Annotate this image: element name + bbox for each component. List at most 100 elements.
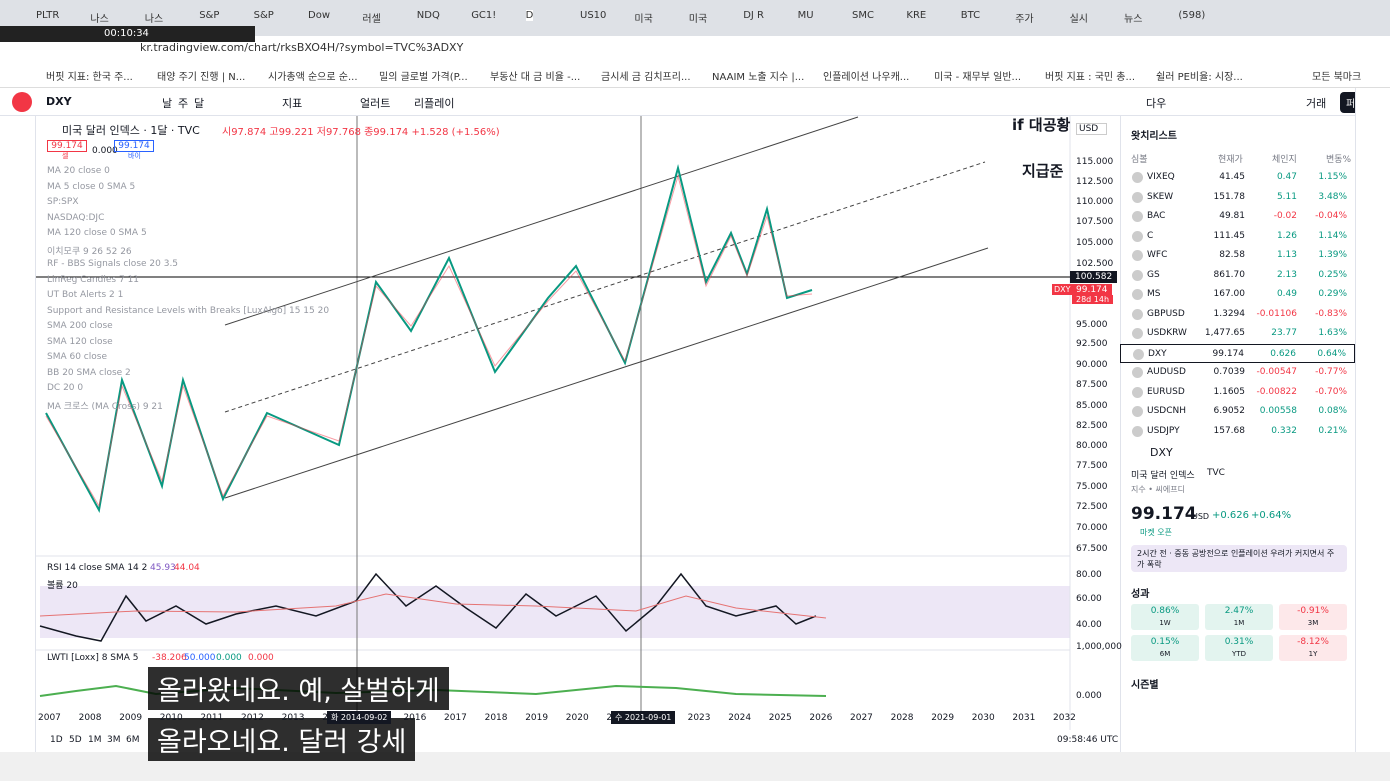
tab[interactable]: S&P — [199, 10, 220, 21]
lwti-label: LWTI [Loxx] 8 SMA 5 — [47, 653, 139, 663]
wl-row[interactable]: DXY 99.174 0.626 0.64% — [1120, 343, 1355, 363]
price-label: 102.500 — [1076, 259, 1113, 269]
wl-price: 49.81 — [1219, 211, 1245, 221]
sell: 99.174 — [47, 140, 87, 152]
tab[interactable]: MU — [797, 10, 814, 21]
tab[interactable]: 뉴스 — [1124, 14, 1143, 25]
wl-price: 82.58 — [1219, 250, 1245, 260]
tab[interactable]: 나스 — [144, 14, 164, 25]
wl-row[interactable]: USDKRW 1,477.65 23.77 1.63% — [1120, 324, 1355, 343]
bookmark[interactable]: 시가총액 순으로 순... — [268, 72, 358, 83]
wl-symbol: USDCNH — [1147, 406, 1187, 416]
wl-change: 0.332 — [1271, 425, 1297, 436]
tab[interactable]: Dow — [308, 10, 330, 21]
interval[interactable]: 날 — [162, 97, 173, 110]
wl-row[interactable]: GBPUSD 1.3294 -0.01106 -0.83% — [1120, 305, 1355, 324]
tab[interactable]: KRE — [906, 10, 927, 21]
perf-period: 1W — [1159, 619, 1171, 627]
url[interactable]: kr.tradingview.com/chart/rksBXO4H/?symbo… — [140, 41, 464, 54]
wl-change: 0.21% — [1318, 425, 1347, 436]
wl-row[interactable]: USDJPY 157.68 0.332 0.21% — [1120, 422, 1355, 441]
all-bookmarks[interactable]: 모든 북마크 — [1312, 72, 1362, 83]
wl-row[interactable]: BAC 49.81 -0.02 -0.04% — [1120, 207, 1355, 226]
range[interactable]: 3M — [107, 735, 121, 745]
price-label: 80.000 — [1076, 441, 1108, 451]
detail-change: +0.626 — [1212, 510, 1250, 521]
wl-price: 1,477.65 — [1204, 328, 1245, 338]
wl-row[interactable]: GS 861.70 2.13 0.25% — [1120, 266, 1355, 285]
tab[interactable]: 러셀 — [362, 14, 381, 25]
tab[interactable]: US10 — [580, 10, 607, 21]
tab[interactable]: SMC — [852, 10, 874, 21]
layout[interactable]: 다우 — [1146, 97, 1167, 110]
indicators[interactable]: 지표 — [282, 97, 303, 110]
range[interactable]: 1D — [50, 735, 63, 745]
tab[interactable]: BTC — [960, 10, 981, 21]
alert[interactable]: 얼러트 — [360, 97, 391, 110]
symbol[interactable]: DXY — [46, 95, 72, 108]
wl-row[interactable]: C 111.45 1.26 1.14% — [1120, 227, 1355, 246]
range[interactable]: 5D — [69, 735, 82, 745]
wl-row[interactable]: USDCNH 6.9052 0.00558 0.08% — [1120, 402, 1355, 421]
wl-change: 1.15% — [1318, 172, 1347, 182]
tab[interactable]: 미국 — [688, 14, 708, 25]
bookmark[interactable]: 인플레이션 나우캐... — [823, 72, 910, 83]
wl-change: -0.02 — [1273, 211, 1297, 221]
tab[interactable]: DJ R — [743, 10, 764, 21]
tab[interactable]: PLTR — [36, 10, 60, 21]
bookmark[interactable]: 버핏 지표 : 국민 총... — [1045, 72, 1136, 83]
wl-row[interactable]: EURUSD 1.1605 -0.00822 -0.70% — [1120, 383, 1355, 402]
detail-currency: USD — [1192, 512, 1210, 521]
recorder-time: 00:10:34 — [104, 28, 149, 39]
replay[interactable]: 리플레이 — [414, 97, 455, 110]
range[interactable]: 1M — [88, 735, 102, 745]
perf-box: -8.12% 1Y — [1279, 635, 1347, 661]
wl-icon — [1132, 269, 1143, 281]
range[interactable]: 6M — [126, 735, 140, 745]
tab[interactable]: 나스 — [90, 14, 109, 25]
bookmark[interactable]: NAAIM 노출 지수 |... — [712, 72, 805, 83]
wl-change: 0.29% — [1318, 289, 1347, 299]
tab[interactable]: 실시 — [1069, 14, 1088, 25]
tab[interactable]: 미국 — [634, 14, 653, 25]
seasonal-title: 시즌별 — [1131, 680, 1159, 691]
wl-row[interactable]: MS 167.00 0.49 0.29% — [1120, 285, 1355, 304]
bookmark[interactable]: 버핏 지표: 한국 주... — [46, 72, 133, 83]
year-label: 2007 — [38, 713, 61, 723]
wl-row[interactable]: SKEW 151.78 5.11 3.48% — [1120, 188, 1355, 207]
tag-symbol: DXY — [1052, 284, 1073, 295]
wl-row[interactable]: VIXEQ 41.45 0.47 1.15% — [1120, 168, 1355, 187]
tab[interactable]: S&P — [253, 10, 274, 21]
bookmark[interactable]: 쉴러 PE비율: 시장... — [1156, 72, 1243, 83]
indicator: SP:SPX — [47, 197, 79, 207]
wl-row[interactable]: WFC 82.58 1.13 1.39% — [1120, 246, 1355, 265]
wl-row[interactable]: AUDUSD 0.7039 -0.00547 -0.77% — [1120, 363, 1355, 382]
lwti-value: -38.206 — [152, 653, 187, 663]
watchlist-title[interactable]: 왓치리스트 — [1131, 131, 1177, 142]
bookmark[interactable]: 밀의 글로벌 가격(P... — [379, 72, 468, 83]
bookmark[interactable]: 부동산 대 금 비율 -... — [490, 72, 581, 83]
year-label: 2027 — [850, 713, 873, 723]
tab[interactable]: D — [525, 10, 534, 21]
tab[interactable]: (598) — [1178, 10, 1206, 21]
detail-news[interactable]: 2시간 전 · 중동 공방전으로 인플레이션 우려가 커지면서 주가 폭락 — [1131, 545, 1347, 572]
year-label: 2010 — [159, 713, 183, 723]
volume-axis: 1,000,000 — [1076, 642, 1122, 652]
interval[interactable]: 주 — [178, 97, 189, 110]
interval[interactable]: 달 — [194, 97, 205, 110]
bookmark[interactable]: 금시세 금 김치프리... — [601, 72, 691, 83]
tab[interactable]: GC1! — [471, 10, 497, 21]
detail-name: 미국 달러 인덱스 — [1131, 471, 1195, 481]
price-label: 90.000 — [1076, 360, 1108, 370]
bookmark[interactable]: 태양 주기 진행 | N... — [157, 72, 246, 83]
channel-mid — [224, 161, 986, 413]
wl-icon — [1132, 367, 1143, 378]
bookmark-bar — [0, 62, 1390, 88]
currency: USD — [1076, 123, 1108, 135]
tab[interactable]: 주가 — [1015, 14, 1034, 25]
perf-value: -8.12% — [1297, 637, 1329, 647]
wl-change: -0.70% — [1315, 386, 1347, 397]
trade[interactable]: 거래 — [1306, 97, 1327, 110]
bookmark[interactable]: 미국 - 재무부 일반... — [934, 72, 1022, 83]
tab[interactable]: NDQ — [416, 10, 440, 21]
